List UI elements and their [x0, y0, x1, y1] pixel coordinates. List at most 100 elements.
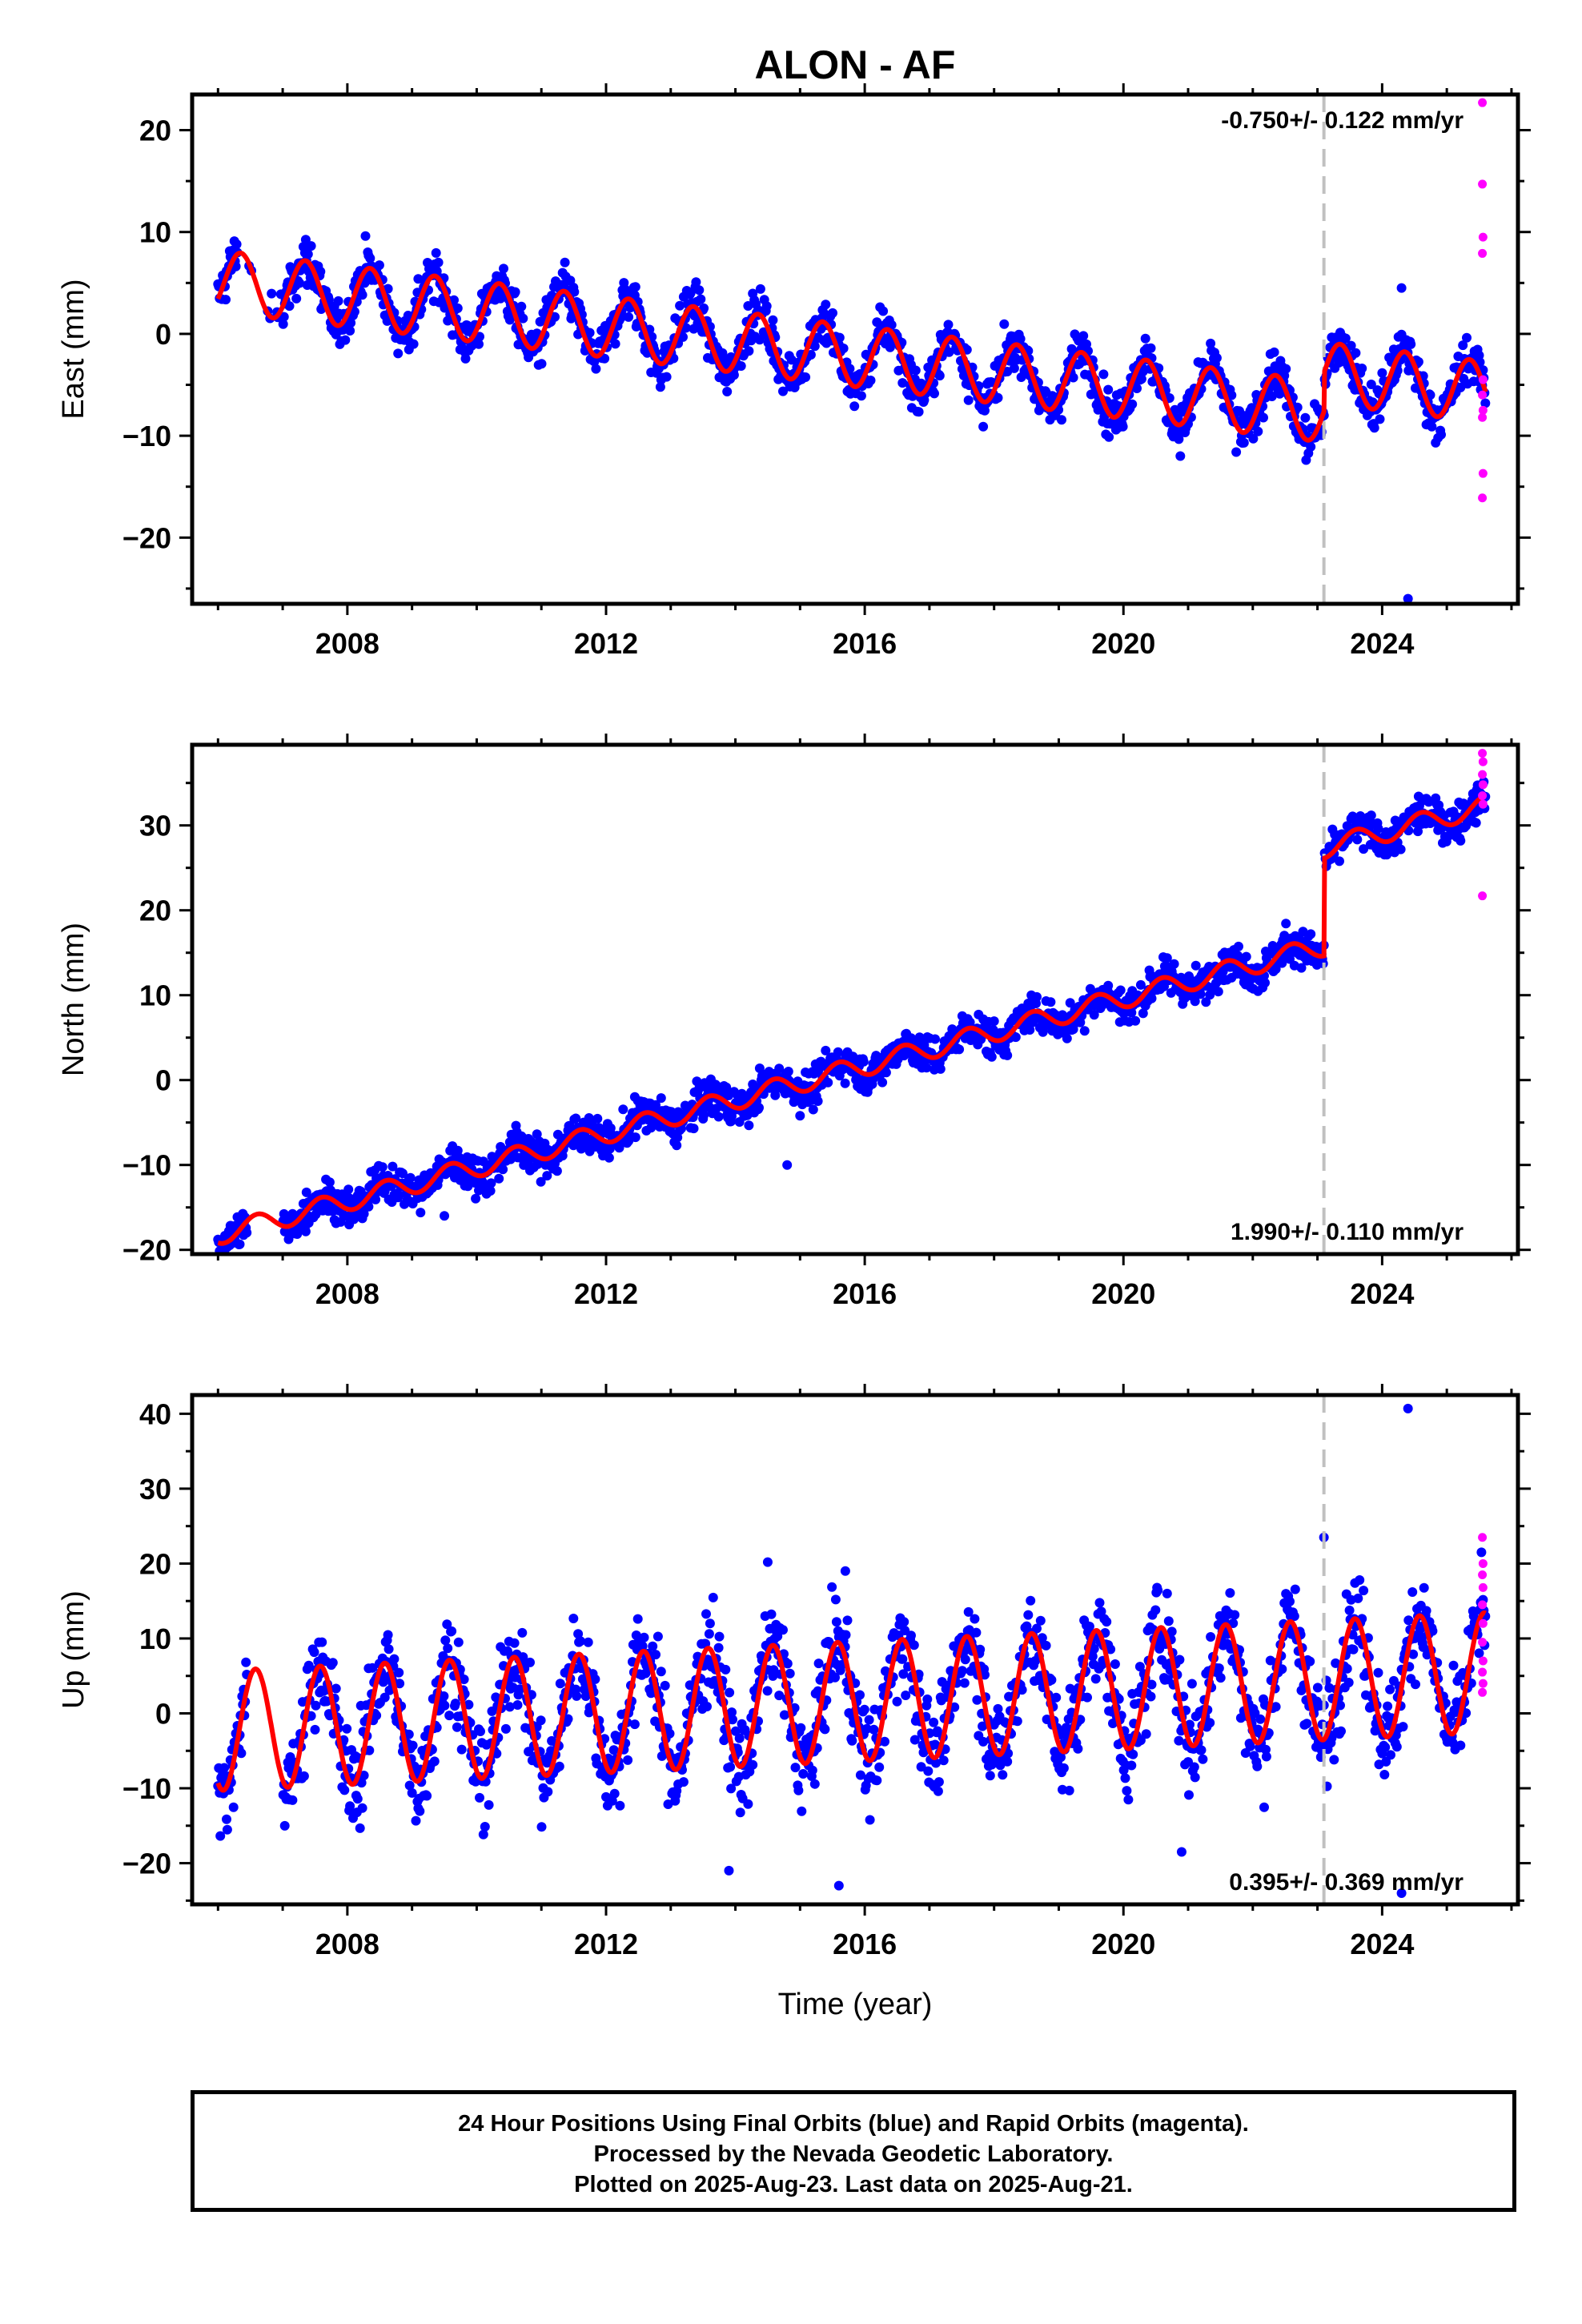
data-point [1398, 1722, 1408, 1732]
rapid-orbit-point [1478, 1656, 1488, 1666]
data-point [807, 1765, 817, 1775]
data-point [1213, 987, 1223, 997]
rapid-orbit-point [1478, 1600, 1488, 1610]
data-point [660, 1680, 670, 1691]
data-point [978, 421, 989, 432]
data-point [944, 347, 954, 357]
data-point [415, 1806, 425, 1816]
data-point [1214, 1663, 1224, 1674]
data-point [651, 1100, 661, 1110]
x-tick-label: 2020 [1091, 627, 1155, 660]
data-point [783, 1067, 793, 1076]
data-point [1290, 1584, 1300, 1594]
x-tick-label: 2024 [1350, 1277, 1414, 1310]
outlier-point [440, 1211, 450, 1221]
data-point [830, 1594, 841, 1605]
data-point [536, 1176, 546, 1187]
x-tick-label: 2016 [833, 1277, 897, 1310]
data-point [1002, 1756, 1013, 1767]
data-point [1329, 1755, 1339, 1765]
data-point [1373, 1667, 1383, 1678]
data-point [1126, 1007, 1137, 1018]
data-point [1296, 963, 1307, 973]
data-point [327, 1658, 338, 1668]
data-point [500, 1723, 511, 1734]
data-point [963, 395, 974, 405]
data-point [600, 353, 610, 364]
data-point [957, 1666, 967, 1676]
rapid-orbit-point [1478, 98, 1488, 107]
data-point [877, 1077, 888, 1088]
data-point [1462, 332, 1472, 343]
data-point [456, 1744, 467, 1755]
data-point [583, 1637, 593, 1647]
data-point [1189, 1762, 1199, 1772]
data-point [1391, 1742, 1402, 1752]
data-point [303, 1660, 314, 1671]
plot-area [213, 1395, 1491, 1904]
data-point [447, 1626, 457, 1636]
data-point [1015, 334, 1026, 344]
data-point [630, 1132, 640, 1143]
data-point [727, 1707, 737, 1718]
rapid-orbit-point [1478, 468, 1488, 478]
outlier-point [1079, 1026, 1090, 1036]
data-point [672, 1140, 682, 1151]
data-point [1169, 959, 1179, 969]
data-point [1395, 844, 1406, 854]
data-point [886, 320, 897, 330]
data-point [475, 1792, 484, 1803]
data-point [550, 312, 560, 322]
data-point [411, 1815, 421, 1826]
data-point [291, 293, 302, 304]
data-point [346, 318, 356, 328]
data-point [221, 295, 231, 305]
data-point [1205, 990, 1215, 1000]
data-point [1058, 1763, 1069, 1773]
data-point [865, 376, 876, 385]
data-point [1456, 835, 1466, 846]
data-point [452, 1722, 462, 1732]
data-point [333, 296, 343, 306]
data-point [840, 1078, 850, 1088]
data-point [1346, 340, 1356, 351]
data-point [236, 1748, 247, 1759]
data-point [1375, 414, 1385, 424]
data-point [1366, 380, 1376, 389]
data-point [743, 301, 753, 311]
data-point [1366, 810, 1376, 821]
data-point [1234, 941, 1243, 951]
data-point [1344, 1605, 1355, 1615]
data-point [300, 1226, 311, 1236]
data-point [1271, 964, 1281, 975]
data-point [609, 1788, 620, 1799]
data-point [408, 339, 419, 349]
rapid-orbit-point [1478, 179, 1488, 189]
data-point [478, 1829, 488, 1839]
data-point [943, 320, 954, 330]
data-point [1343, 1678, 1354, 1687]
data-point [678, 332, 688, 342]
x-tick-label: 2024 [1350, 627, 1414, 660]
data-point [474, 339, 484, 349]
data-point [383, 283, 393, 294]
data-point [999, 319, 1010, 329]
data-point [359, 1771, 369, 1780]
data-point [1413, 826, 1423, 837]
data-point [407, 1787, 417, 1798]
data-point [279, 312, 289, 322]
data-point [766, 1609, 777, 1619]
data-point [809, 341, 820, 352]
data-point [847, 1735, 857, 1746]
data-point [1421, 1606, 1431, 1616]
data-point [743, 1799, 753, 1809]
data-point [892, 1696, 902, 1707]
data-point [343, 1184, 354, 1195]
rapid-orbit-point [1478, 1558, 1488, 1568]
data-point [1336, 1726, 1346, 1736]
data-point [704, 1629, 714, 1639]
data-point [795, 1111, 805, 1121]
outlier-point [833, 1880, 844, 1891]
data-point [339, 1785, 350, 1795]
